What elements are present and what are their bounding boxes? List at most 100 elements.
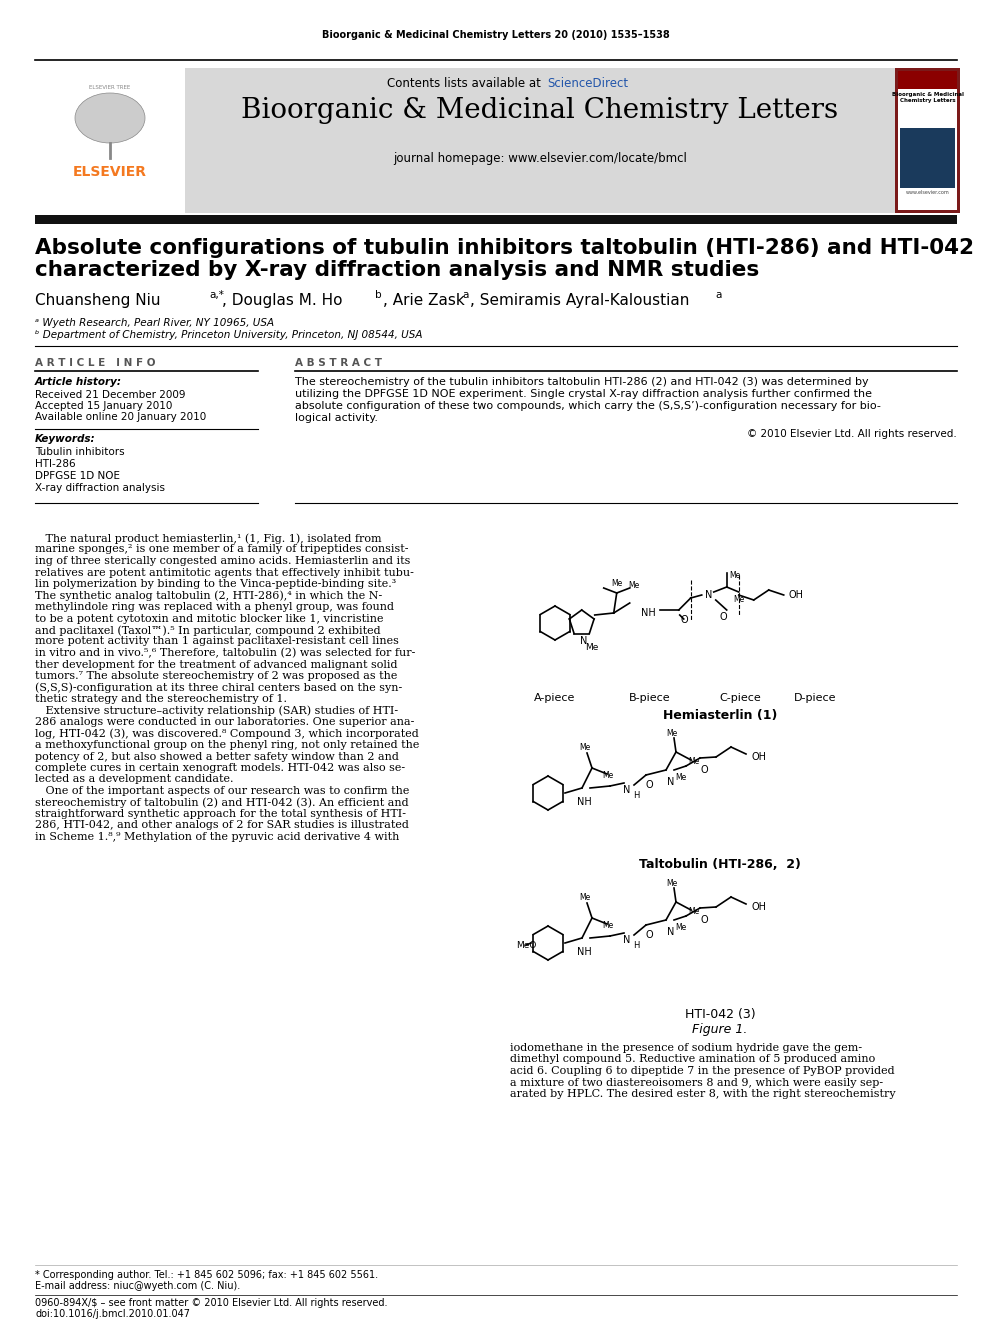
Text: Accepted 15 January 2010: Accepted 15 January 2010 xyxy=(35,401,173,411)
Text: OH: OH xyxy=(751,902,766,912)
Text: Bioorganic & Medicinal Chemistry Letters 20 (2010) 1535–1538: Bioorganic & Medicinal Chemistry Letters… xyxy=(322,30,670,40)
Text: N: N xyxy=(668,777,675,787)
Text: a,*: a,* xyxy=(209,290,224,300)
Text: ᵃ Wyeth Research, Pearl River, NY 10965, USA: ᵃ Wyeth Research, Pearl River, NY 10965,… xyxy=(35,318,274,328)
Text: Me: Me xyxy=(676,923,686,933)
Text: a mixture of two diastereoisomers 8 and 9, which were easily sep-: a mixture of two diastereoisomers 8 and … xyxy=(510,1077,883,1088)
Text: logical activity.: logical activity. xyxy=(295,413,378,423)
Text: thetic strategy and the stereochemistry of 1.: thetic strategy and the stereochemistry … xyxy=(35,695,287,704)
Text: www.elsevier.com: www.elsevier.com xyxy=(906,191,949,194)
Text: O: O xyxy=(700,765,708,775)
Text: HTI-286: HTI-286 xyxy=(35,459,75,468)
Text: methylindole ring was replaced with a phenyl group, was found: methylindole ring was replaced with a ph… xyxy=(35,602,394,613)
Text: , Arie Zask: , Arie Zask xyxy=(383,292,464,308)
Text: DPFGSE 1D NOE: DPFGSE 1D NOE xyxy=(35,471,120,482)
Text: O: O xyxy=(681,615,688,624)
Text: B-piece: B-piece xyxy=(629,693,671,703)
Text: dimethyl compound 5. Reductive amination of 5 produced amino: dimethyl compound 5. Reductive amination… xyxy=(510,1054,875,1065)
Text: OH: OH xyxy=(789,590,804,601)
Text: C-piece: C-piece xyxy=(719,693,761,703)
Text: utilizing the DPFGSE 1D NOE experiment. Single crystal X-ray diffraction analysi: utilizing the DPFGSE 1D NOE experiment. … xyxy=(295,389,872,400)
Text: A B S T R A C T: A B S T R A C T xyxy=(295,359,382,368)
Text: lected as a development candidate.: lected as a development candidate. xyxy=(35,774,233,785)
Text: The synthetic analog taltobulin (2, HTI-286),⁴ in which the N-: The synthetic analog taltobulin (2, HTI-… xyxy=(35,590,382,601)
Text: Me: Me xyxy=(729,570,740,579)
Text: ELSEVIER: ELSEVIER xyxy=(73,165,147,179)
Text: absolute configuration of these two compounds, which carry the (S,S,S’)-configur: absolute configuration of these two comp… xyxy=(295,401,881,411)
Text: marine sponges,² is one member of a family of tripeptides consist-: marine sponges,² is one member of a fami… xyxy=(35,545,409,554)
Text: a: a xyxy=(462,290,468,300)
Text: characterized by X-ray diffraction analysis and NMR studies: characterized by X-ray diffraction analy… xyxy=(35,261,759,280)
Text: HTI-042 (3): HTI-042 (3) xyxy=(684,1008,755,1021)
Text: Me: Me xyxy=(579,744,590,753)
Text: a methoxyfunctional group on the phenyl ring, not only retained the: a methoxyfunctional group on the phenyl … xyxy=(35,740,420,750)
Text: ing of three sterically congested amino acids. Hemiasterlin and its: ing of three sterically congested amino … xyxy=(35,556,411,566)
Text: Me: Me xyxy=(579,893,590,902)
Bar xyxy=(900,128,955,188)
Text: (S,S,S)-configuration at its three chiral centers based on the syn-: (S,S,S)-configuration at its three chira… xyxy=(35,683,402,693)
Text: ther development for the treatment of advanced malignant solid: ther development for the treatment of ad… xyxy=(35,659,398,669)
Text: and paclitaxel (Taxol™).⁵ In particular, compound 2 exhibited: and paclitaxel (Taxol™).⁵ In particular,… xyxy=(35,624,381,635)
Text: complete cures in certain xenograft models. HTI-042 was also se-: complete cures in certain xenograft mode… xyxy=(35,763,405,773)
Text: H: H xyxy=(633,791,639,799)
Text: journal homepage: www.elsevier.com/locate/bmcl: journal homepage: www.elsevier.com/locat… xyxy=(393,152,686,165)
Text: Chuansheng Niu: Chuansheng Niu xyxy=(35,292,161,308)
Bar xyxy=(898,71,957,210)
Text: 0960-894X/$ – see front matter © 2010 Elsevier Ltd. All rights reserved.: 0960-894X/$ – see front matter © 2010 El… xyxy=(35,1298,388,1308)
Text: Me: Me xyxy=(611,578,622,587)
Text: Keywords:: Keywords: xyxy=(35,434,95,445)
Text: a: a xyxy=(715,290,721,300)
Bar xyxy=(185,67,895,213)
Text: straightforward synthetic approach for the total synthesis of HTI-: straightforward synthetic approach for t… xyxy=(35,808,406,819)
Text: D-piece: D-piece xyxy=(794,693,836,703)
Text: Absolute configurations of tubulin inhibitors taltobulin (HTI-286) and HTI-042: Absolute configurations of tubulin inhib… xyxy=(35,238,974,258)
Text: Contents lists available at: Contents lists available at xyxy=(387,77,545,90)
Text: H: H xyxy=(633,941,639,950)
Text: , Semiramis Ayral-Kaloustian: , Semiramis Ayral-Kaloustian xyxy=(470,292,689,308)
Text: 286 analogs were conducted in our laboratories. One superior ana-: 286 analogs were conducted in our labora… xyxy=(35,717,415,728)
Text: 286, HTI-042, and other analogs of 2 for SAR studies is illustrated: 286, HTI-042, and other analogs of 2 for… xyxy=(35,820,409,831)
Text: Taltobulin (HTI-286,  2): Taltobulin (HTI-286, 2) xyxy=(639,859,801,871)
Text: E-mail address: niuc@wyeth.com (C. Niu).: E-mail address: niuc@wyeth.com (C. Niu). xyxy=(35,1281,240,1291)
Text: lin polymerization by binding to the Vinca-peptide-binding site.³: lin polymerization by binding to the Vin… xyxy=(35,579,396,589)
Text: Me: Me xyxy=(667,878,678,888)
Text: b: b xyxy=(375,290,382,300)
Text: ScienceDirect: ScienceDirect xyxy=(547,77,628,90)
Text: log, HTI-042 (3), was discovered.⁸ Compound 3, which incorporated: log, HTI-042 (3), was discovered.⁸ Compo… xyxy=(35,729,419,740)
Text: acid 6. Coupling 6 to dipeptide 7 in the presence of PyBOP provided: acid 6. Coupling 6 to dipeptide 7 in the… xyxy=(510,1066,895,1076)
Text: ELSEVIER TREE: ELSEVIER TREE xyxy=(89,85,131,90)
Text: O: O xyxy=(700,916,708,925)
Text: tumors.⁷ The absolute stereochemistry of 2 was proposed as the: tumors.⁷ The absolute stereochemistry of… xyxy=(35,671,398,681)
Ellipse shape xyxy=(75,93,145,143)
Text: NH: NH xyxy=(642,609,656,618)
Text: N: N xyxy=(705,590,712,601)
Text: NH: NH xyxy=(576,947,591,957)
Text: Tubulin inhibitors: Tubulin inhibitors xyxy=(35,447,125,456)
Text: Me: Me xyxy=(733,594,744,603)
Text: relatives are potent antimitotic agents that effectively inhibit tubu-: relatives are potent antimitotic agents … xyxy=(35,568,414,578)
Text: Figure 1.: Figure 1. xyxy=(692,1023,748,1036)
Text: Me: Me xyxy=(628,581,640,590)
Text: Me: Me xyxy=(688,908,699,917)
Text: N: N xyxy=(623,935,631,945)
Text: O: O xyxy=(645,781,653,790)
Text: Me: Me xyxy=(585,643,598,651)
Bar xyxy=(35,67,185,213)
Text: N: N xyxy=(623,785,631,795)
Bar xyxy=(898,71,957,89)
Text: Me: Me xyxy=(602,922,614,930)
Text: N: N xyxy=(580,636,587,646)
Text: in Scheme 1.⁸,⁹ Methylation of the pyruvic acid derivative 4 with: in Scheme 1.⁸,⁹ Methylation of the pyruv… xyxy=(35,832,400,841)
Text: © 2010 Elsevier Ltd. All rights reserved.: © 2010 Elsevier Ltd. All rights reserved… xyxy=(747,429,957,439)
Text: , Douglas M. Ho: , Douglas M. Ho xyxy=(222,292,342,308)
Text: O: O xyxy=(720,613,727,622)
Text: O: O xyxy=(645,930,653,941)
Text: more potent activity than 1 against paclitaxel-resistant cell lines: more potent activity than 1 against pacl… xyxy=(35,636,399,647)
Text: The natural product hemiasterlin,¹ (1, Fig. 1), isolated from: The natural product hemiasterlin,¹ (1, F… xyxy=(35,533,382,544)
Text: Extensive structure–activity relationship (SAR) studies of HTI-: Extensive structure–activity relationshi… xyxy=(35,705,398,716)
Text: Article history:: Article history: xyxy=(35,377,122,388)
Text: ᵇ Department of Chemistry, Princeton University, Princeton, NJ 08544, USA: ᵇ Department of Chemistry, Princeton Uni… xyxy=(35,329,423,340)
Text: A-piece: A-piece xyxy=(535,693,575,703)
Text: iodomethane in the presence of sodium hydride gave the gem-: iodomethane in the presence of sodium hy… xyxy=(510,1043,862,1053)
Text: One of the important aspects of our research was to confirm the: One of the important aspects of our rese… xyxy=(35,786,410,796)
